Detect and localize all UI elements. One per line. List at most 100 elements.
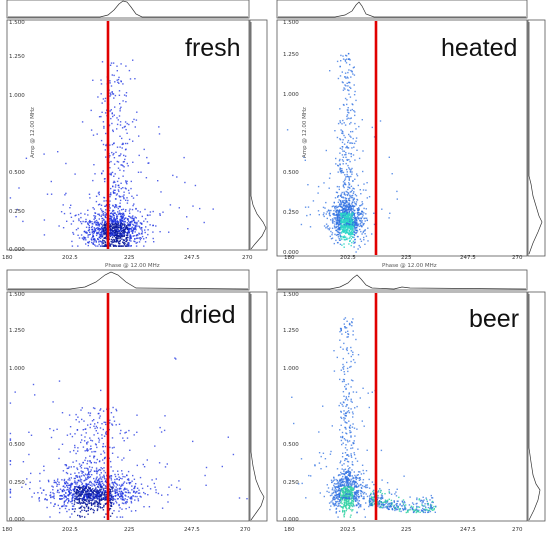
scatter-point bbox=[113, 235, 115, 237]
scatter-point bbox=[116, 221, 118, 224]
scatter-point bbox=[22, 461, 25, 463]
scatter-point bbox=[108, 124, 111, 126]
scatter-point bbox=[357, 490, 359, 492]
scatter-point bbox=[110, 194, 112, 196]
scatter-point bbox=[75, 452, 77, 455]
scatter-point bbox=[138, 489, 140, 491]
scatter-point bbox=[104, 421, 107, 424]
scatter-point bbox=[105, 230, 107, 233]
scatter-point bbox=[353, 66, 355, 68]
scatter-point bbox=[345, 327, 348, 329]
scatter-point bbox=[112, 498, 114, 500]
scatter-point bbox=[76, 467, 78, 469]
scatter-point bbox=[46, 499, 48, 501]
scatter-point bbox=[345, 412, 347, 414]
scatter-point bbox=[93, 241, 95, 243]
scatter-point bbox=[111, 215, 113, 218]
scatter-point bbox=[155, 478, 157, 480]
scatter-point bbox=[342, 236, 344, 239]
scatter-point bbox=[350, 494, 353, 496]
scatter-point bbox=[117, 224, 119, 226]
scatter-point bbox=[341, 132, 343, 134]
scatter-point bbox=[340, 214, 342, 216]
scatter-point bbox=[92, 488, 94, 490]
scatter-point bbox=[345, 156, 347, 158]
scatter-point bbox=[346, 159, 348, 161]
scatter-point bbox=[340, 216, 342, 218]
scatter-point bbox=[122, 475, 124, 478]
scatter-point bbox=[348, 426, 351, 428]
scatter-point bbox=[349, 59, 351, 61]
scatter-point bbox=[361, 420, 363, 422]
scatter-point bbox=[129, 234, 131, 237]
scatter-point bbox=[114, 186, 117, 188]
scatter-point bbox=[359, 205, 361, 207]
scatter-point bbox=[391, 509, 394, 511]
scatter-point bbox=[110, 498, 112, 500]
scatter-point bbox=[74, 472, 76, 474]
scatter-point bbox=[122, 493, 124, 495]
scatter-point bbox=[314, 464, 316, 466]
scatter-point bbox=[346, 217, 348, 219]
scatter-point bbox=[349, 240, 351, 242]
scatter-point bbox=[352, 180, 354, 182]
scatter-point bbox=[110, 238, 113, 241]
scatter-point bbox=[344, 208, 346, 210]
scatter-point bbox=[124, 210, 127, 212]
scatter-point bbox=[101, 217, 103, 220]
scatter-point bbox=[366, 449, 368, 451]
scatter-point bbox=[83, 506, 85, 508]
scatter-point bbox=[110, 62, 113, 64]
scatter-point bbox=[130, 180, 132, 183]
scatter-point bbox=[340, 471, 342, 474]
scatter-point bbox=[353, 213, 355, 215]
scatter-point bbox=[111, 494, 113, 496]
scatter-point bbox=[104, 112, 107, 114]
scatter-point bbox=[94, 493, 96, 495]
scatter-point bbox=[94, 490, 96, 492]
scatter-point bbox=[347, 193, 350, 195]
scatter-point bbox=[344, 227, 347, 229]
scatter-point bbox=[429, 506, 432, 509]
scatter-point bbox=[343, 243, 345, 245]
scatter-point bbox=[136, 234, 138, 237]
scatter-point bbox=[139, 476, 142, 479]
scatter-point bbox=[155, 491, 157, 494]
scatter-point bbox=[355, 496, 357, 498]
scatter-point bbox=[131, 497, 133, 499]
scatter-point bbox=[117, 230, 119, 232]
scatter-point bbox=[346, 218, 348, 221]
scatter-point bbox=[80, 212, 82, 215]
scatter-point bbox=[64, 486, 66, 488]
scatter-point bbox=[99, 488, 101, 490]
scatter-point bbox=[332, 213, 335, 215]
scatter-point bbox=[132, 197, 135, 199]
scatter-point bbox=[101, 468, 104, 470]
scatter-point bbox=[131, 489, 133, 491]
scatter-point bbox=[145, 226, 147, 228]
scatter-point bbox=[124, 498, 126, 500]
scatter-point bbox=[337, 219, 339, 222]
scatter-point bbox=[345, 176, 347, 178]
scatter-point bbox=[99, 409, 101, 411]
scatter-point bbox=[101, 487, 103, 489]
scatter-point bbox=[130, 498, 132, 500]
top-density-curve bbox=[8, 0, 248, 18]
scatter-point bbox=[134, 238, 136, 240]
scatter-point bbox=[143, 148, 145, 151]
scatter-point bbox=[103, 421, 105, 423]
scatter-point bbox=[381, 504, 383, 506]
scatter-point bbox=[32, 383, 35, 386]
scatter-point bbox=[361, 221, 363, 224]
scatter-point bbox=[338, 214, 341, 216]
scatter-point bbox=[328, 187, 330, 189]
scatter-point bbox=[358, 157, 361, 160]
scatter-point bbox=[351, 208, 353, 210]
scatter-point bbox=[332, 219, 334, 221]
scatter-point bbox=[341, 227, 343, 229]
scatter-point bbox=[326, 490, 328, 493]
scatter-point bbox=[358, 479, 361, 481]
scatter-point bbox=[119, 228, 122, 231]
scatter-point bbox=[129, 482, 131, 484]
scatter-point bbox=[30, 472, 32, 475]
